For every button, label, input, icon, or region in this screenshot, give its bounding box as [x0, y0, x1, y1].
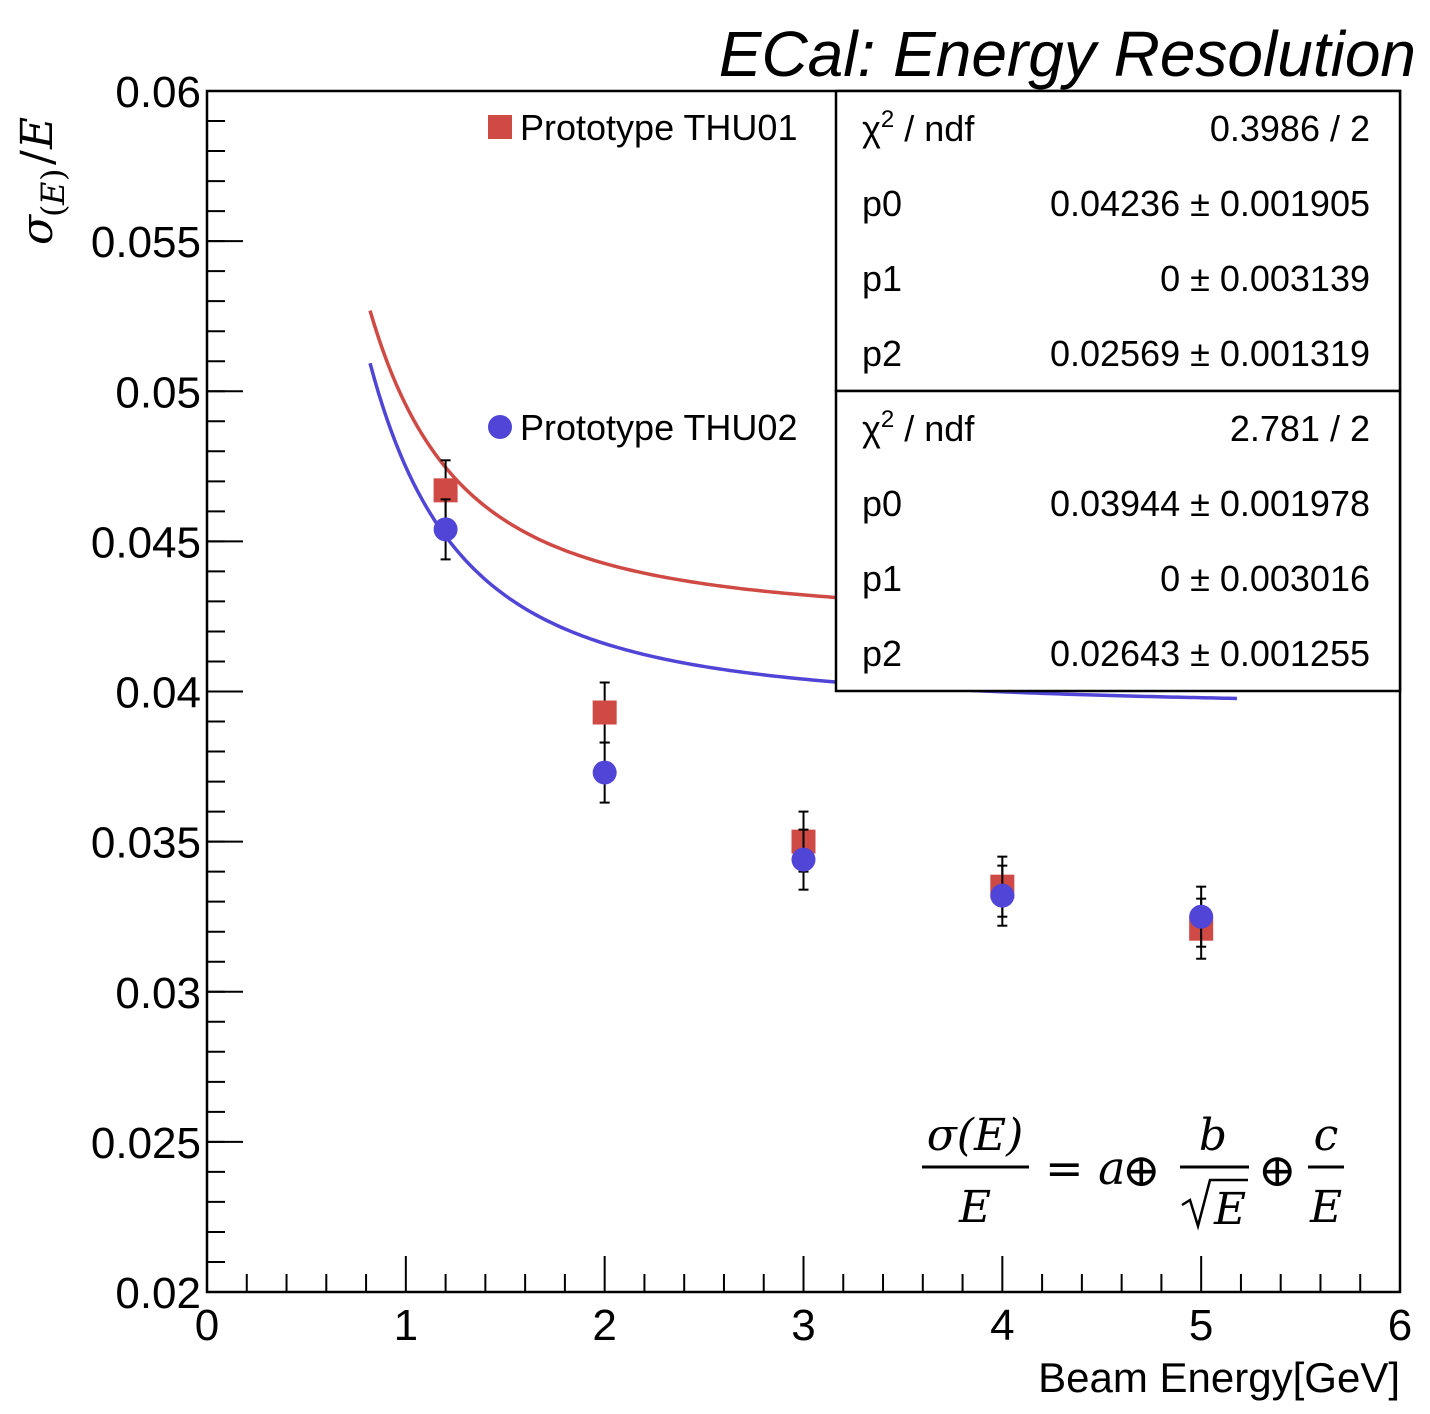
- stat-label: p1: [862, 258, 902, 299]
- legend-layer: Prototype THU01 Prototype THU02: [488, 107, 797, 448]
- stat-value: 0 ± 0.003139: [1160, 258, 1370, 299]
- svg-text:E: E: [34, 182, 72, 206]
- stat-value: 0.04236 ± 0.001905: [1050, 183, 1370, 224]
- fit-curve: [368, 362, 1237, 701]
- y-tick-label: 0.05: [115, 368, 201, 417]
- stat-label: p1: [862, 558, 902, 599]
- x-tick-label: 2: [592, 1301, 616, 1350]
- x-tick-label: 1: [394, 1301, 418, 1350]
- legend-label: Prototype THU01: [520, 107, 797, 148]
- data-point-circle: [592, 760, 617, 785]
- stat-value: 0.02569 ± 0.001319: [1050, 333, 1370, 374]
- stat-value: 2.781 / 2: [1230, 408, 1370, 449]
- svg-text:/: /: [12, 150, 63, 165]
- legend-label: Prototype THU02: [520, 407, 797, 448]
- formula-c-denominator: E: [1309, 1182, 1342, 1233]
- axes-layer: 0 1 2 3 4 5 6 0.02 0.025 0.03 0.035 0.04 0.045 0.05 0.…: [91, 68, 1412, 1350]
- x-tick-label: 6: [1388, 1301, 1412, 1350]
- y-tick-label: 0.02: [115, 1269, 201, 1318]
- stat-label: χ2 / ndf: [862, 406, 975, 449]
- y-axis-title: σ ( E ) / E: [12, 117, 72, 245]
- stat-box: [834, 89, 1402, 393]
- stat-label: p0: [862, 483, 902, 524]
- y-tick-label: 0.03: [115, 969, 201, 1018]
- stat-value: 0.03944 ± 0.001978: [1050, 483, 1370, 524]
- y-tick-label: 0.06: [115, 68, 201, 117]
- legend-marker-circle: [488, 415, 512, 439]
- points-layer: [433, 459, 1214, 960]
- formula-sqrt-sign: [1181, 1178, 1248, 1231]
- formula-oplus-2: ⊕: [1258, 1143, 1297, 1197]
- formula-oplus-1: ⊕: [1122, 1143, 1161, 1197]
- svg-text:(: (: [34, 205, 72, 217]
- chart-title: ECal: Energy Resolution: [719, 18, 1416, 90]
- formula-denominator: E: [958, 1182, 991, 1233]
- formula-b: b: [1199, 1110, 1227, 1161]
- y-tick-label: 0.04: [115, 669, 201, 718]
- formula-sqrt-e: E: [1213, 1184, 1246, 1235]
- data-point-circle: [990, 883, 1015, 908]
- data-point-circle: [433, 517, 458, 542]
- data-point-square: [433, 478, 458, 503]
- y-tick-label: 0.055: [91, 218, 201, 267]
- x-axis-title: Beam Energy[GeV]: [1038, 1354, 1400, 1401]
- stat-value: 0.3986 / 2: [1210, 108, 1370, 149]
- svg-text:σ: σ: [12, 213, 63, 245]
- x-tick-label: 3: [791, 1301, 815, 1350]
- svg-text:): ): [34, 169, 72, 181]
- data-point-square: [592, 700, 617, 725]
- stat-label: p2: [862, 333, 902, 374]
- y-tick-label: 0.025: [91, 1119, 201, 1168]
- stat-value: 0.02643 ± 0.001255: [1050, 633, 1370, 674]
- data-point-circle: [1189, 904, 1214, 929]
- svg-text:E: E: [12, 117, 63, 150]
- y-tick-label: 0.045: [91, 518, 201, 567]
- formula-numerator: σ(E): [927, 1110, 1024, 1161]
- data-point-circle: [791, 847, 816, 872]
- y-tick-label: 0.035: [91, 819, 201, 868]
- stat-value: 0 ± 0.003016: [1160, 558, 1370, 599]
- stat-label: p0: [862, 183, 902, 224]
- x-tick-label: 0: [195, 1301, 219, 1350]
- legend-marker-square: [488, 115, 512, 139]
- stat-box: [834, 389, 1402, 693]
- x-tick-label: 4: [990, 1301, 1014, 1350]
- resolution-formula: σ(E) E = a ⊕ b E ⊕ c E: [922, 1110, 1344, 1235]
- stat-label: p2: [862, 633, 902, 674]
- formula-equals-a: = a: [1045, 1141, 1126, 1195]
- stat-label: χ2 / ndf: [862, 106, 975, 149]
- stat-layer: χ2 / ndf 0.3986 / 2 p0 0.04236 ± 0.001905 p1…: [834, 89, 1402, 693]
- formula-c: c: [1314, 1110, 1339, 1161]
- x-tick-label: 5: [1189, 1301, 1213, 1350]
